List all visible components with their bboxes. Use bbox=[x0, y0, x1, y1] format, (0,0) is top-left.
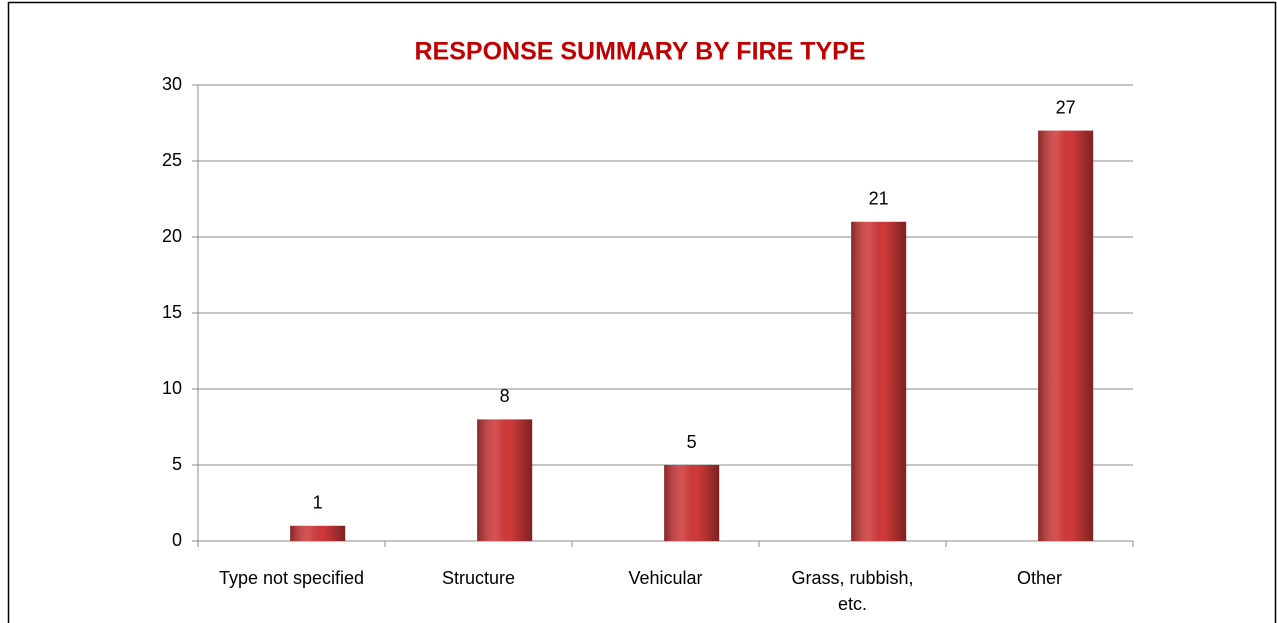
bar-shade bbox=[1038, 130, 1094, 541]
bar-shade bbox=[290, 525, 346, 541]
y-tick-label: 0 bbox=[172, 530, 182, 550]
y-tick-label: 10 bbox=[162, 378, 182, 398]
y-tick-label: 5 bbox=[172, 454, 182, 474]
y-tick-label: 25 bbox=[162, 150, 182, 170]
chart-border bbox=[7, 1, 1277, 623]
value-label: 8 bbox=[500, 386, 510, 406]
x-tick-label: Vehicular bbox=[628, 568, 703, 588]
bar-shade bbox=[851, 221, 907, 542]
bar-shade bbox=[664, 465, 720, 541]
value-label: 5 bbox=[687, 432, 697, 452]
x-tick-label: Type not specified bbox=[218, 568, 365, 588]
chart-title: RESPONSE SUMMARY BY FIRE TYPE bbox=[414, 38, 865, 66]
x-tick-label: Grass, rubbish, etc. bbox=[791, 568, 914, 614]
x-tick-label: Other bbox=[1016, 568, 1063, 588]
value-label: 1 bbox=[313, 493, 323, 513]
bar-shade bbox=[477, 419, 533, 541]
value-label: 27 bbox=[1056, 97, 1076, 117]
x-tick-label: Structure bbox=[441, 568, 516, 588]
y-tick-label: 15 bbox=[162, 302, 182, 322]
y-tick-label: 20 bbox=[162, 226, 182, 246]
y-tick-label: 30 bbox=[162, 74, 182, 94]
value-label: 21 bbox=[869, 189, 889, 209]
